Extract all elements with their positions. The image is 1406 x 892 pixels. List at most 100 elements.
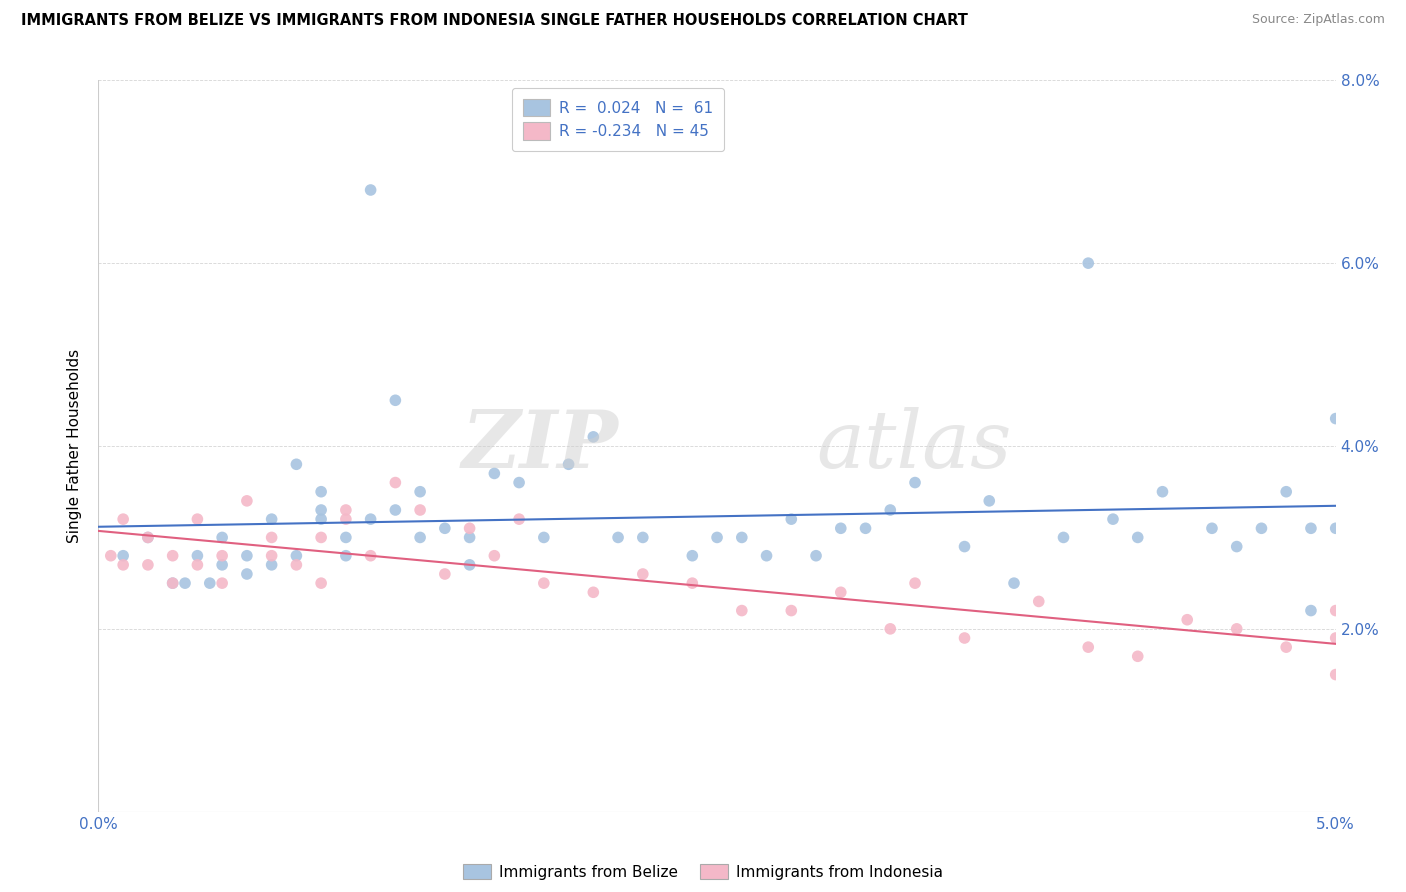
Point	[631, 530, 654, 544]
Point	[409, 503, 432, 517]
Point	[458, 558, 481, 572]
Text: IMMIGRANTS FROM BELIZE VS IMMIGRANTS FROM INDONESIA SINGLE FATHER HOUSEHOLDS COR: IMMIGRANTS FROM BELIZE VS IMMIGRANTS FRO…	[21, 13, 967, 29]
Point	[1226, 540, 1249, 554]
Point	[484, 549, 506, 563]
Point	[260, 512, 283, 526]
Point	[309, 512, 332, 526]
Point	[855, 521, 877, 535]
Point	[582, 585, 605, 599]
Point	[1226, 622, 1249, 636]
Point	[335, 549, 357, 563]
Point	[681, 549, 703, 563]
Point	[1028, 594, 1050, 608]
Point	[780, 603, 803, 617]
Point	[309, 576, 332, 591]
Point	[508, 512, 530, 526]
Point	[533, 530, 555, 544]
Point	[1175, 613, 1198, 627]
Point	[731, 530, 754, 544]
Point	[1324, 631, 1347, 645]
Point	[979, 493, 1001, 508]
Point	[260, 558, 283, 572]
Point	[136, 558, 159, 572]
Point	[953, 540, 976, 554]
Point	[309, 530, 332, 544]
Point	[879, 503, 901, 517]
Legend: Immigrants from Belize, Immigrants from Indonesia: Immigrants from Belize, Immigrants from …	[458, 859, 948, 884]
Legend: R =  0.024   N =  61, R = -0.234   N = 45: R = 0.024 N = 61, R = -0.234 N = 45	[512, 88, 724, 151]
Point	[162, 576, 184, 591]
Point	[631, 567, 654, 582]
Point	[409, 530, 432, 544]
Text: ZIP: ZIP	[461, 408, 619, 484]
Point	[186, 549, 208, 563]
Point	[458, 521, 481, 535]
Point	[706, 530, 728, 544]
Point	[112, 558, 135, 572]
Point	[186, 558, 208, 572]
Point	[607, 530, 630, 544]
Point	[755, 549, 778, 563]
Point	[112, 512, 135, 526]
Point	[681, 576, 703, 591]
Point	[1324, 521, 1347, 535]
Point	[100, 549, 122, 563]
Point	[236, 549, 259, 563]
Point	[1152, 484, 1174, 499]
Text: atlas: atlas	[815, 408, 1011, 484]
Point	[953, 631, 976, 645]
Point	[433, 567, 456, 582]
Point	[198, 576, 221, 591]
Y-axis label: Single Father Households: Single Father Households	[67, 349, 83, 543]
Point	[260, 530, 283, 544]
Point	[879, 622, 901, 636]
Point	[136, 530, 159, 544]
Point	[1275, 484, 1298, 499]
Point	[1275, 640, 1298, 655]
Point	[260, 549, 283, 563]
Point	[384, 503, 406, 517]
Point	[360, 549, 382, 563]
Point	[112, 549, 135, 563]
Point	[384, 475, 406, 490]
Point	[384, 393, 406, 408]
Point	[508, 475, 530, 490]
Point	[904, 576, 927, 591]
Point	[211, 576, 233, 591]
Point	[458, 530, 481, 544]
Point	[1077, 256, 1099, 270]
Point	[335, 503, 357, 517]
Point	[309, 503, 332, 517]
Point	[285, 558, 308, 572]
Point	[904, 475, 927, 490]
Point	[1102, 512, 1125, 526]
Point	[557, 458, 579, 472]
Point	[1002, 576, 1025, 591]
Point	[1324, 667, 1347, 681]
Point	[409, 484, 432, 499]
Point	[830, 585, 852, 599]
Point	[360, 512, 382, 526]
Point	[162, 576, 184, 591]
Point	[433, 521, 456, 535]
Point	[1324, 411, 1347, 425]
Text: Source: ZipAtlas.com: Source: ZipAtlas.com	[1251, 13, 1385, 27]
Point	[174, 576, 197, 591]
Point	[533, 576, 555, 591]
Point	[484, 467, 506, 481]
Point	[1299, 521, 1322, 535]
Point	[1126, 649, 1149, 664]
Point	[804, 549, 827, 563]
Point	[162, 549, 184, 563]
Point	[285, 458, 308, 472]
Point	[1250, 521, 1272, 535]
Point	[360, 183, 382, 197]
Point	[136, 530, 159, 544]
Point	[1324, 603, 1347, 617]
Point	[780, 512, 803, 526]
Point	[335, 512, 357, 526]
Point	[211, 549, 233, 563]
Point	[582, 430, 605, 444]
Point	[186, 512, 208, 526]
Point	[211, 530, 233, 544]
